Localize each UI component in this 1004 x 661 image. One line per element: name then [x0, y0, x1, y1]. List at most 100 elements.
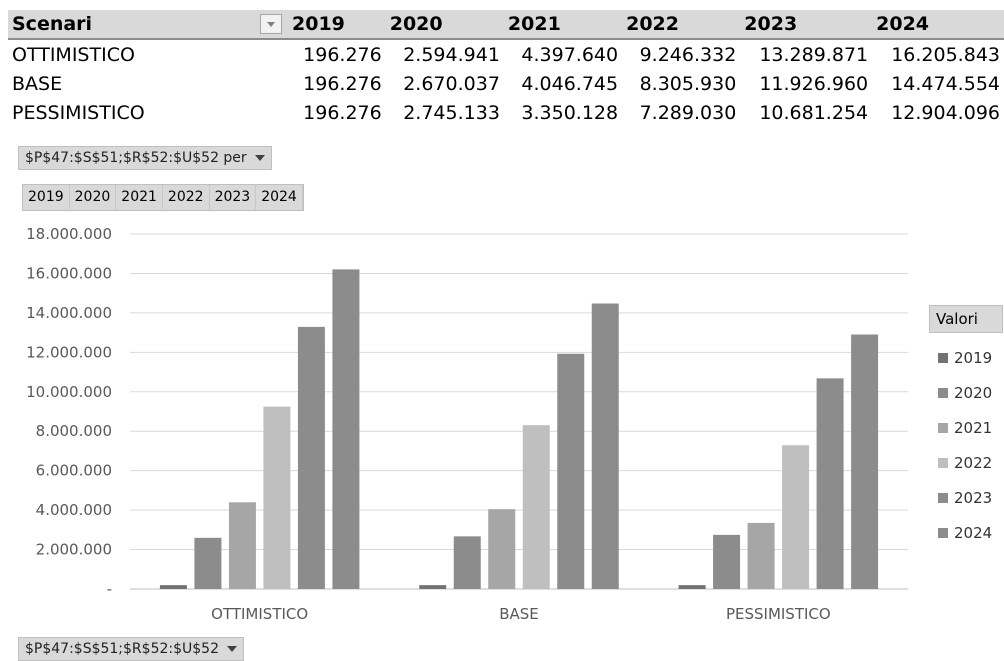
y-tick-label: 12.000.000: [26, 343, 112, 361]
legend-item: 2022: [938, 445, 992, 480]
table-row: BASE 196.276 2.670.037 4.046.745 8.305.9…: [8, 69, 1004, 98]
legend-swatch: [938, 457, 948, 468]
x-category-label: PESSIMISTICO: [726, 605, 831, 623]
table-cell: 2.745.133: [403, 101, 500, 124]
table-cell: 2.670.037: [403, 72, 500, 95]
y-tick-label: 18.000.000: [26, 225, 112, 243]
y-tick-label: 2.000.000: [36, 541, 112, 559]
chart-filter-field-button[interactable]: $P$47:$S$51;$R$52:$U$52 per: [18, 146, 272, 170]
bar: [713, 534, 741, 589]
legend-label: 2022: [954, 453, 993, 472]
table-cell: 8.305.930: [639, 72, 737, 95]
y-tick-label: -: [107, 580, 112, 598]
chart-axis-field-button[interactable]: $P$47:$S$51;$R$52:$U$52: [18, 637, 244, 661]
y-tick-label: 4.000.000: [36, 501, 112, 519]
table-cell: 4.397.640: [521, 43, 619, 66]
year-field-button[interactable]: 2022: [163, 185, 210, 210]
legend-label: 2023: [954, 488, 993, 507]
table-cell: 196.276: [303, 72, 382, 95]
table-row: PESSIMISTICO 196.276 2.745.133 3.350.128…: [8, 98, 1004, 127]
pivot-table: Scenari 2019 2020 2021 2022 2023 2024 OT…: [8, 10, 1004, 127]
table-cell: 13.289.871: [759, 43, 869, 66]
legend-item: 2024: [938, 515, 992, 550]
legend-label: 2021: [954, 418, 993, 437]
bar: [747, 522, 775, 589]
table-cell: 7.289.030: [639, 101, 737, 124]
bar: [419, 585, 447, 589]
header-year: 2020: [385, 10, 504, 39]
table-cell: 14.474.554: [891, 72, 1000, 95]
table-cell: 2.594.941: [403, 43, 500, 66]
year-field-button[interactable]: 2023: [210, 185, 257, 210]
bar: [591, 303, 619, 589]
bar: [816, 378, 844, 589]
legend-swatch: [938, 387, 948, 398]
legend-swatch: [938, 492, 948, 503]
bar: [159, 585, 187, 589]
header-year: 2023: [740, 10, 873, 39]
bar: [851, 334, 879, 589]
legend-label: 2019: [954, 348, 993, 367]
table-cell: 4.046.745: [521, 72, 619, 95]
header-year: 2021: [503, 10, 623, 39]
header-year: 2024: [872, 10, 1004, 39]
bar: [297, 326, 325, 589]
legend-item: 2023: [938, 480, 992, 515]
year-field-button[interactable]: 2019: [23, 185, 70, 210]
bar: [678, 585, 706, 589]
table-cell: 12.904.096: [891, 101, 1000, 124]
chevron-down-icon: [254, 155, 265, 161]
bar: [488, 509, 516, 589]
header-year: 2019: [288, 10, 386, 39]
row-label: BASE: [12, 72, 63, 95]
row-label: PESSIMISTICO: [12, 101, 145, 124]
legend-label: 2020: [954, 383, 993, 402]
legend-item: 2021: [938, 410, 992, 445]
y-tick-label: 14.000.000: [26, 304, 112, 322]
bar: [228, 502, 256, 589]
bar: [522, 425, 550, 589]
table-row: OTTIMISTICO 196.276 2.594.941 4.397.640 …: [8, 39, 1004, 69]
table-cell: 9.246.332: [639, 43, 737, 66]
table-cell: 10.681.254: [759, 101, 869, 124]
table-cell: 16.205.843: [891, 43, 1000, 66]
year-field-button[interactable]: 2024: [256, 185, 303, 210]
filter-dropdown-icon[interactable]: [260, 14, 282, 34]
header-scenari-label: Scenari: [12, 13, 93, 35]
bar: [332, 269, 360, 589]
table-header-row: Scenari 2019 2020 2021 2022 2023 2024: [8, 10, 1004, 39]
chart-filter-field-label: $P$47:$S$51;$R$52:$U$52 per: [25, 150, 247, 166]
table-cell: 11.926.960: [759, 72, 869, 95]
y-tick-label: 6.000.000: [36, 462, 112, 480]
bar: [453, 536, 481, 589]
row-label: OTTIMISTICO: [12, 43, 135, 66]
x-category-label: BASE: [499, 605, 539, 623]
legend-swatch: [938, 527, 948, 538]
year-field-button[interactable]: 2020: [70, 185, 117, 210]
legend-item: 2020: [938, 375, 992, 410]
table-cell: 3.350.128: [521, 101, 619, 124]
bar: [557, 353, 585, 589]
legend-label: 2024: [954, 523, 993, 542]
header-year: 2022: [622, 10, 741, 39]
year-field-button[interactable]: 2021: [116, 185, 163, 210]
bar: [194, 537, 222, 589]
bar: [782, 445, 810, 589]
legend-title[interactable]: Valori: [929, 305, 1003, 333]
table-cell: 196.276: [303, 101, 382, 124]
chevron-down-icon: [226, 646, 237, 652]
chart-legend: 2019 2020 2021 2022 2023 2024: [938, 340, 992, 550]
year-field-buttons[interactable]: 2019 2020 2021 2022 2023 2024: [22, 184, 304, 211]
y-tick-label: 10.000.000: [26, 383, 112, 401]
y-tick-label: 16.000.000: [26, 264, 112, 282]
y-tick-label: 8.000.000: [36, 422, 112, 440]
legend-item: 2019: [938, 340, 992, 375]
chart-axis-field-label: $P$47:$S$51;$R$52:$U$52: [25, 641, 219, 657]
legend-swatch: [938, 422, 948, 433]
header-scenari: Scenari: [8, 10, 288, 39]
legend-swatch: [938, 352, 948, 363]
table-cell: 196.276: [303, 43, 382, 66]
bar: [263, 406, 291, 589]
x-category-label: OTTIMISTICO: [211, 605, 308, 623]
